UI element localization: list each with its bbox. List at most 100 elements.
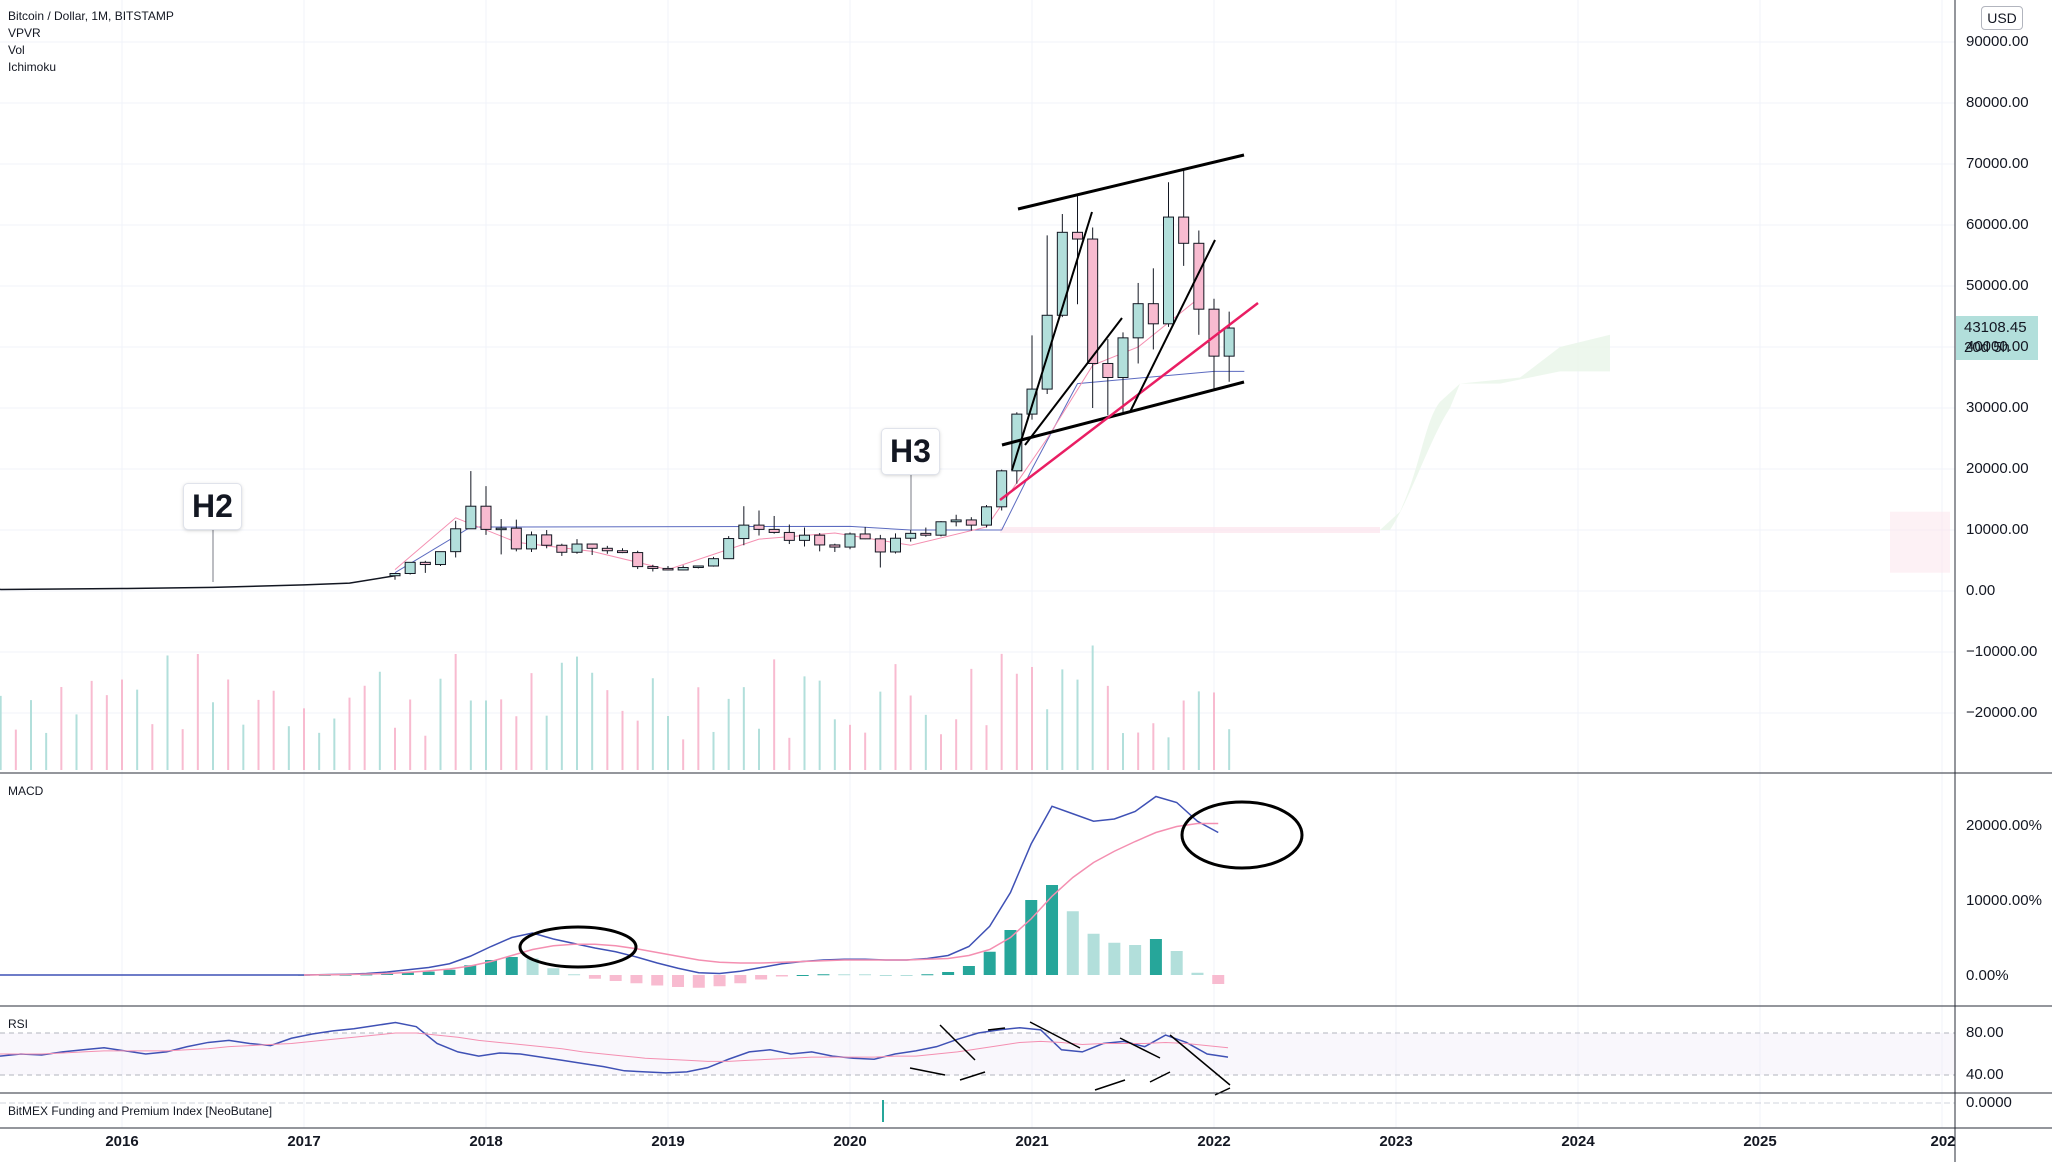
price-tick: 0.00 <box>1966 582 1996 599</box>
trendline <box>1024 317 1123 446</box>
macd-pane[interactable] <box>0 795 1304 988</box>
macd-tick: 10000.00% <box>1966 892 2042 909</box>
candle-body <box>935 521 947 536</box>
rsi-sketch-line <box>1119 1037 1161 1059</box>
candle-body <box>799 534 810 541</box>
time-tick: 2016 <box>105 1133 139 1150</box>
funding-label[interactable]: BitMEX Funding and Premium Index [NeoBut… <box>8 1104 273 1118</box>
macd-histogram-bar <box>1004 930 1017 975</box>
candle-body <box>905 532 917 539</box>
price-tick: 90000.00 <box>1966 33 2029 50</box>
candle-body <box>844 533 856 548</box>
macd-histogram-bar <box>921 974 934 976</box>
candle-body <box>1178 216 1190 244</box>
macd-histogram-bar <box>755 975 768 980</box>
candle-body <box>586 543 598 549</box>
candle-body <box>890 537 901 553</box>
annotation-h2[interactable]: H2 <box>184 484 241 529</box>
candle-body <box>1041 314 1053 390</box>
candle-body <box>874 538 886 553</box>
rsi-sketch-line <box>1214 1087 1231 1096</box>
rsi-sketch-line <box>909 1067 946 1076</box>
candle-body <box>814 534 826 546</box>
candle-body <box>920 532 932 536</box>
macd-histogram-bar <box>796 975 809 976</box>
rsi-sketch-line <box>1029 1021 1081 1049</box>
candle-body <box>950 519 962 523</box>
candle-body <box>738 524 750 540</box>
macd-histogram-bar <box>713 975 726 987</box>
time-tick: 2021 <box>1015 1133 1049 1150</box>
trendline <box>1129 239 1216 413</box>
time-tick: 2019 <box>651 1133 685 1150</box>
macd-histogram-bar <box>1066 911 1079 975</box>
rsi-sketch-line <box>959 1071 986 1081</box>
candle-body <box>404 561 416 574</box>
candle-body <box>1147 303 1159 325</box>
macd-histogram-bar <box>1129 945 1142 975</box>
candle-body <box>450 528 462 553</box>
rsi-sketch-line <box>939 1024 976 1061</box>
macd-histogram-bar <box>1108 942 1121 975</box>
bar-countdown: 20d 5h <box>1964 339 2010 356</box>
candle-body <box>996 470 1008 508</box>
macd-histogram-bar <box>1191 972 1204 975</box>
macd-histogram-bar <box>942 972 955 975</box>
price-tick: 70000.00 <box>1966 155 2029 172</box>
candlestick-series[interactable] <box>0 170 1235 591</box>
channel-bottom <box>1001 380 1245 447</box>
early-price-line <box>0 575 396 591</box>
macd-histogram-bar <box>1212 975 1225 984</box>
candle-body <box>1087 238 1099 364</box>
candle-body <box>526 534 537 550</box>
macd-histogram-bar <box>1025 900 1038 975</box>
price-tick: 10000.00 <box>1966 521 2029 538</box>
rsi-ma-line <box>0 1032 1229 1062</box>
candle-body <box>768 528 780 533</box>
rsi-band <box>0 1033 1955 1075</box>
indicator-vpvr[interactable]: VPVR <box>8 26 41 40</box>
symbol-title[interactable]: Bitcoin / Dollar, 1M, BITSTAMP <box>8 9 174 23</box>
macd-histogram-bar <box>1087 933 1100 975</box>
candle-body <box>1163 216 1174 325</box>
candle-body <box>510 527 522 550</box>
rsi-tick: 40.00 <box>1966 1066 2004 1083</box>
circle-annotation <box>518 925 638 969</box>
rsi-pane[interactable] <box>0 1021 1955 1096</box>
price-tick: 20000.00 <box>1966 460 2029 477</box>
time-tick: 2023 <box>1379 1133 1413 1150</box>
price-tick: −20000.00 <box>1966 704 2038 721</box>
candle-body <box>480 505 492 530</box>
currency-badge[interactable]: USD <box>1981 6 2023 30</box>
indicator-ichimoku[interactable]: Ichimoku <box>8 60 57 74</box>
macd-histogram-bar <box>838 974 851 976</box>
candle-body <box>465 505 477 530</box>
support-trendline <box>999 302 1259 501</box>
rsi-sketch-line <box>1149 1071 1171 1083</box>
trendline <box>1011 211 1093 471</box>
macd-label[interactable]: MACD <box>8 784 44 798</box>
rsi-label[interactable]: RSI <box>8 1017 29 1031</box>
grid <box>0 0 1955 1128</box>
time-tick: 2018 <box>469 1133 503 1150</box>
price-tick: −10000.00 <box>1966 643 2038 660</box>
macd-histogram-bar <box>443 969 456 975</box>
annotation-h3[interactable]: H3 <box>882 429 939 474</box>
macd-histogram-bar <box>630 975 643 984</box>
candle-body <box>571 543 583 553</box>
price-tick: 60000.00 <box>1966 216 2029 233</box>
indicator-vol[interactable]: Vol <box>8 43 25 57</box>
macd-histogram-bar <box>1170 951 1183 975</box>
candle-body <box>753 524 765 530</box>
trend-drawings <box>212 153 1259 582</box>
macd-histogram-bar <box>464 965 477 975</box>
macd-histogram-bar <box>962 966 975 975</box>
candle-body <box>662 567 674 571</box>
time-tick: 202 <box>1930 1133 1956 1150</box>
vpvr-block <box>1890 511 1950 573</box>
candle-body <box>632 552 644 568</box>
macd-histogram-bar <box>505 957 518 975</box>
candle-body <box>647 566 659 569</box>
